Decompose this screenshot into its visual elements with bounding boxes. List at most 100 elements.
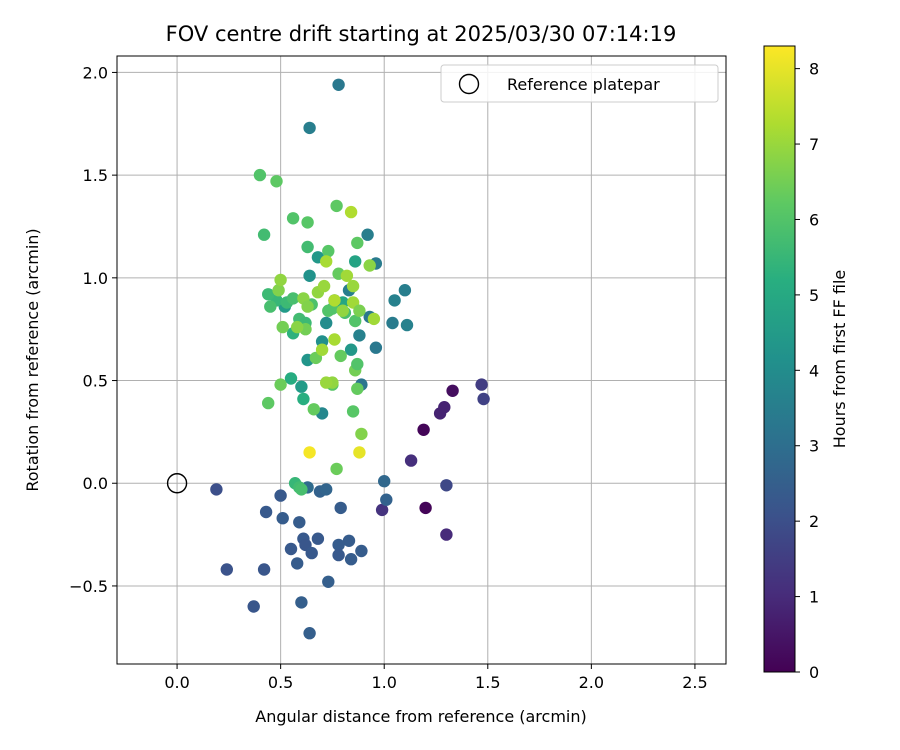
scatter-point [419,501,432,515]
scatter-point [386,316,399,330]
scatter-point [332,548,345,562]
scatter-point [247,600,260,613]
scatter-point [315,343,329,356]
scatter-point [355,427,368,441]
scatter-point [440,479,453,492]
x-axis-ticks: 0.0 0.5 1.0 1.5 2.0 2.5 [164,664,708,692]
scatter-point [257,563,271,576]
scatter-points [210,78,490,640]
scatter-point [417,423,430,436]
scatter-point [349,314,362,328]
scatter-point [351,236,364,250]
scatter-point [301,240,314,254]
scatter-point [369,341,383,354]
scatter-point [320,316,333,330]
scatter-point [220,563,233,576]
scatter-point [257,228,271,241]
legend-entry-reference: Reference platepar [507,75,660,94]
scatter-point [351,382,364,395]
scatter-point [286,292,300,305]
scatter-point [380,493,393,506]
colorbar-tick-label: 0 [809,663,819,682]
scatter-point [477,392,490,406]
scatter-point [311,532,325,545]
reference-platepar-marker [166,473,188,494]
scatter-point [272,284,285,297]
scatter-point [297,392,310,406]
scatter-point [336,304,349,317]
x-tick-label: 1.0 [371,673,396,692]
x-tick-label: 0.0 [164,673,189,692]
scatter-point [305,546,318,560]
scatter-point [361,228,374,241]
scatter-point [276,512,289,525]
scatter-point [340,269,354,282]
scatter-point [328,294,341,307]
colorbar-tick-label: 6 [809,210,819,229]
chart-title: FOV centre drift starting at 2025/03/30 … [166,22,677,46]
colorbar-tick-label: 5 [809,286,819,305]
scatter-point [274,273,287,287]
scatter-point [274,489,287,502]
scatter-point [276,320,289,334]
scatter-point [330,199,343,213]
scatter-point [253,168,267,182]
scatter-point [210,483,223,496]
scatter-point [344,553,358,566]
scatter-point [342,534,356,547]
scatter-point [303,269,316,282]
scatter-point [264,300,277,313]
plot-frame [116,55,727,665]
scatter-point [375,503,389,517]
scatter-point [291,557,304,570]
y-tick-label: 0.0 [83,474,108,493]
scatter-point [367,312,381,326]
y-tick-label: 0.5 [83,372,108,391]
scatter-point [307,403,320,416]
x-tick-label: 2.0 [579,673,604,692]
x-tick-label: 1.5 [475,673,500,692]
colorbar-label: Hours from first FF file [830,270,849,449]
scatter-point [262,396,275,410]
scatter-point [355,544,368,558]
scatter-point [349,255,362,268]
scatter-point [388,294,401,307]
scatter-point [351,357,364,371]
scatter-point [346,279,360,293]
scatter-point [259,505,273,519]
scatter-point [303,121,316,135]
scatter-point [475,378,488,391]
scatter-point [320,255,333,268]
scatter-point [317,279,331,293]
scatter-point [286,212,300,225]
scatter-point [301,216,314,229]
colorbar [763,45,796,673]
scatter-point [400,318,414,332]
x-tick-label: 2.5 [682,673,707,692]
scatter-point [353,304,366,317]
y-tick-label: 2.0 [83,63,108,82]
x-tick-label: 0.5 [268,673,293,692]
scatter-point [303,446,316,459]
colorbar-tick-label: 1 [809,588,819,607]
legend: Reference platepar [440,64,719,103]
scatter-point [270,175,283,188]
scatter-point [334,349,347,363]
y-axis-ticks: −0.5 0.0 0.5 1.0 1.5 2.0 [69,63,117,596]
grid-lines [117,56,726,664]
scatter-point [295,380,308,393]
scatter-point [303,627,316,640]
y-tick-label: −0.5 [69,577,108,596]
scatter-point [363,259,376,272]
scatter-point [346,405,360,418]
scatter-point [320,376,333,389]
scatter-point [320,483,333,496]
legend-box [440,64,719,103]
legend-marker-reference [458,73,480,95]
colorbar-tick-label: 7 [809,135,819,154]
scatter-point [293,516,306,529]
scatter-point [353,329,366,342]
colorbar-tick-label: 4 [809,361,819,380]
scatter-point [344,343,358,356]
y-tick-label: 1.0 [83,269,108,288]
